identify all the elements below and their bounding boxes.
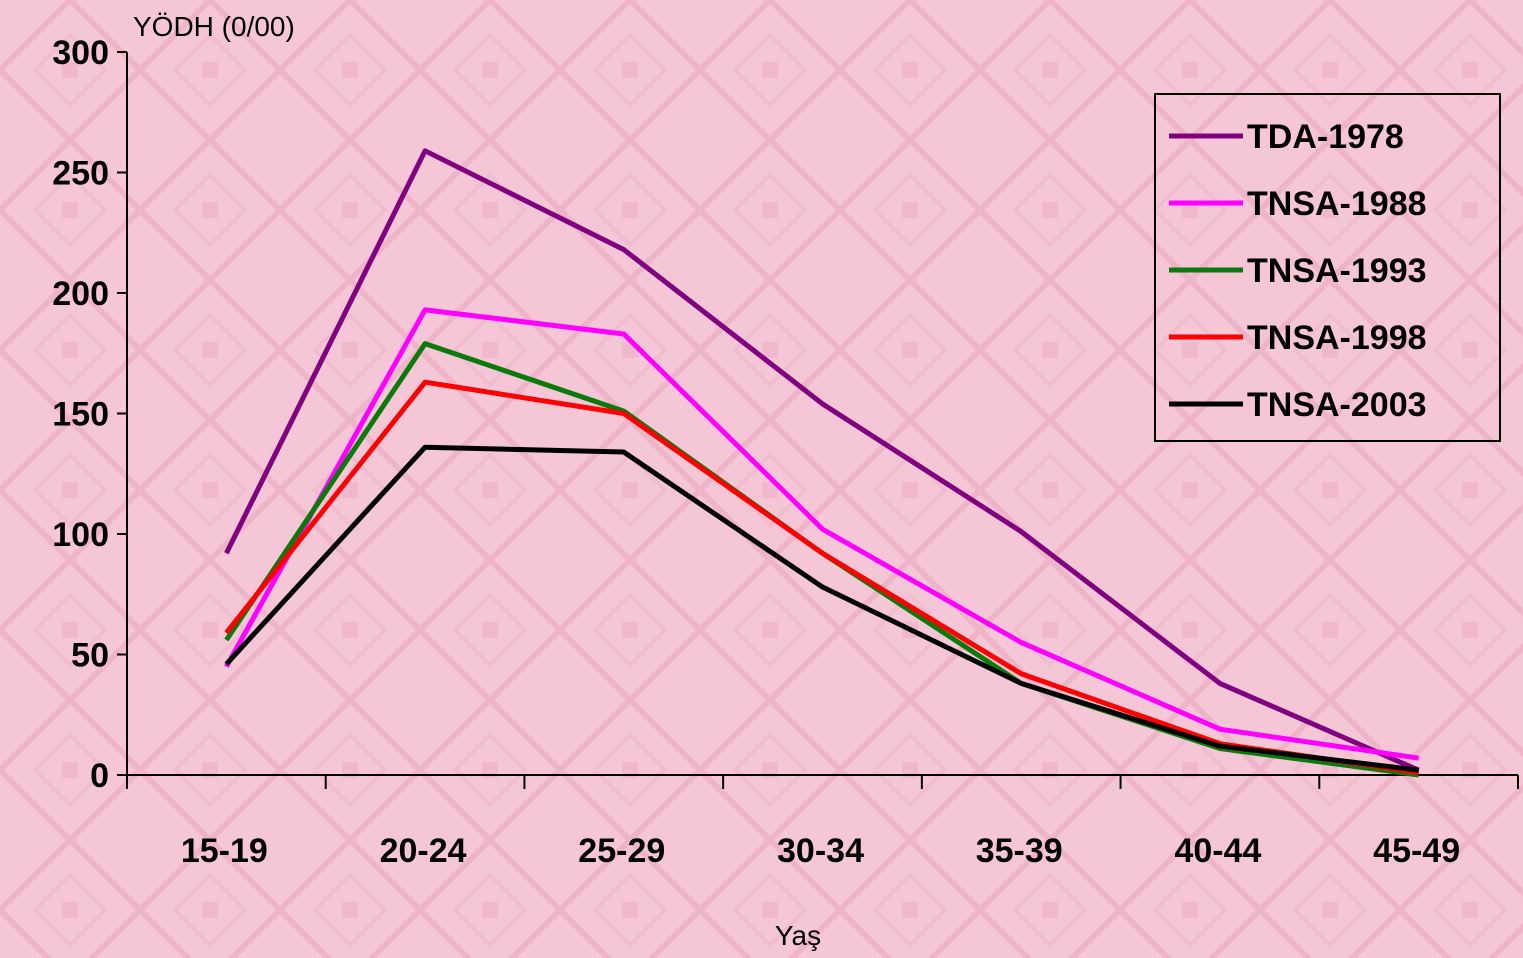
series-line-tda-1978 (226, 151, 1418, 770)
y-tick-label: 100 (52, 516, 109, 554)
y-tick-label: 150 (52, 396, 109, 434)
legend-label: TNSA-2003 (1247, 386, 1427, 424)
legend-label: TNSA-1993 (1247, 252, 1427, 290)
series-lines (226, 151, 1418, 775)
y-axis-ticks: 0 50 100 150 200 250 300 (52, 34, 127, 795)
x-tick-label: 20-24 (380, 832, 467, 870)
legend-label: TNSA-1998 (1247, 319, 1427, 357)
legend: TDA-1978 TNSA-1988 TNSA-1993 TNSA-1998 TNSA-… (1155, 94, 1500, 441)
y-tick-label: 300 (52, 34, 109, 72)
y-tick-label: 200 (52, 275, 109, 313)
x-axis-label: Yaş (775, 920, 821, 951)
x-tick-label: 25-29 (578, 832, 665, 870)
x-tick-label: 35-39 (976, 832, 1063, 870)
x-tick-label: 15-19 (181, 832, 268, 870)
x-tick-label: 40-44 (1174, 832, 1261, 870)
x-axis-ticks: 15-19 20-24 25-29 30-34 35-39 40-44 45-49 (127, 775, 1518, 870)
series-line-tnsa-2003 (226, 447, 1418, 770)
legend-label: TNSA-1988 (1247, 185, 1427, 223)
x-tick-label: 30-34 (777, 832, 864, 870)
x-tick-label: 45-49 (1373, 832, 1460, 870)
legend-label: TDA-1978 (1247, 118, 1404, 156)
y-tick-label: 50 (71, 637, 109, 675)
y-tick-label: 250 (52, 155, 109, 193)
y-tick-label: 0 (90, 757, 109, 795)
y-axis-label: YÖDH (0/00) (133, 11, 295, 42)
